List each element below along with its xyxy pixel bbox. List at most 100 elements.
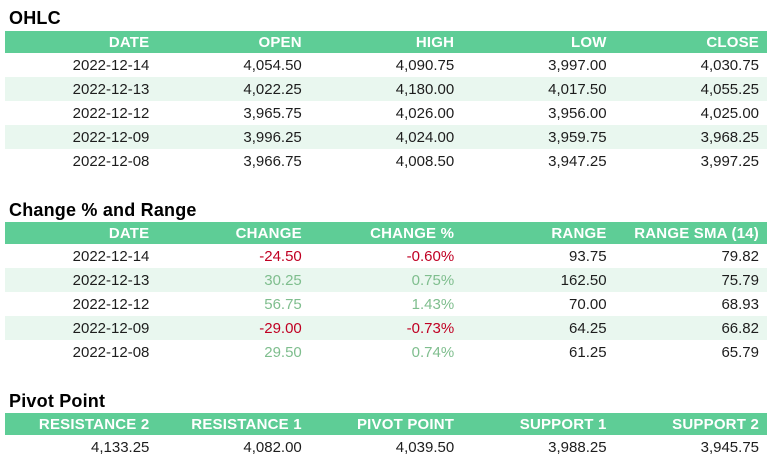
- ohlc-table-body: 2022-12-14 4,054.50 4,090.75 3,997.00 4,030.…: [5, 53, 767, 173]
- table-cell: 4,008.50: [395, 152, 455, 170]
- column-header: RESISTANCE 1: [157, 413, 310, 435]
- table-cell: 4,090.75: [395, 56, 455, 74]
- column-header: RESISTANCE 2: [5, 413, 158, 435]
- table-cell: 2022-12-09: [72, 128, 150, 146]
- change-range-table: DATE CHANGE CHANGE % RANGE RANGE SMA (14) 20…: [5, 222, 767, 364]
- table-cell: 3,997.25: [700, 152, 759, 170]
- table-cell: 4,026.00: [395, 104, 455, 122]
- column-header: CHANGE: [157, 222, 310, 244]
- table-cell: 1.43%: [411, 295, 455, 313]
- table-row: 2022-12-14 4,054.50 4,090.75 3,997.00 4,030.…: [5, 53, 767, 77]
- table-cell: 68.93: [721, 295, 759, 313]
- ohlc-table: DATE OPEN HIGH LOW CLOSE 2022-12-14 4,054.50 4…: [5, 31, 767, 173]
- table-cell: 64.25: [569, 319, 607, 337]
- section-ohlc: OHLC DATE OPEN HIGH LOW CLOSE 2022-12-14 4,05…: [0, 7, 767, 173]
- pivot-point-table-header: RESISTANCE 2 RESISTANCE 1 PIVOT POINT SUPPO…: [5, 413, 767, 435]
- section-title-change-and-range: Change % and Range: [9, 200, 197, 220]
- column-header: CLOSE: [614, 31, 767, 53]
- table-cell: 2022-12-13: [72, 271, 150, 289]
- column-header: RANGE SMA (14): [614, 222, 767, 244]
- table-cell: 4,025.00: [700, 104, 759, 122]
- table-cell: 4,039.50: [395, 438, 455, 456]
- table-cell: 2022-12-14: [72, 56, 150, 74]
- table-row: 2022-12-08 3,966.75 4,008.50 3,947.25 3,997.…: [5, 149, 767, 173]
- section-title-ohlc: OHLC: [9, 8, 61, 28]
- table-cell: 3,966.75: [243, 152, 302, 170]
- table-cell: 4,022.25: [243, 80, 302, 98]
- header-row: RESISTANCE 2 RESISTANCE 1 PIVOT POINT SUPPO…: [5, 413, 767, 435]
- table-cell: 66.82: [721, 319, 759, 337]
- column-header: DATE: [5, 222, 158, 244]
- table-cell: 4,180.00: [395, 80, 455, 98]
- table-cell: 4,133.25: [91, 438, 150, 456]
- table-cell: 162.50: [560, 271, 607, 289]
- table-cell: 4,017.50: [548, 80, 607, 98]
- table-cell: 3,947.25: [548, 152, 607, 170]
- column-header: CHANGE %: [309, 222, 463, 244]
- table-cell: 0.74%: [411, 343, 455, 361]
- table-row: 2022-12-12 56.75 1.43% 70.00 68.93: [5, 292, 767, 316]
- table-cell: 4,082.00: [243, 438, 302, 456]
- table-cell: 3,959.75: [548, 128, 607, 146]
- column-header: SUPPORT 1: [462, 413, 615, 435]
- table-cell: 3,956.00: [548, 104, 607, 122]
- pivot-point-table: RESISTANCE 2 RESISTANCE 1 PIVOT POINT SUPPO…: [5, 413, 767, 459]
- table-row: 2022-12-09 -29.00 -0.73% 64.25 66.82: [5, 316, 767, 340]
- pivot-point-table-body: 4,133.25 4,082.00 4,039.50 3,988.25 3,945.75: [5, 435, 767, 459]
- table-row: 2022-12-09 3,996.25 4,024.00 3,959.75 3,968.…: [5, 125, 767, 149]
- table-cell: 2022-12-14: [72, 247, 150, 265]
- table-cell: 3,988.25: [548, 438, 607, 456]
- table-cell: 93.75: [569, 247, 607, 265]
- column-header: RANGE: [462, 222, 615, 244]
- table-cell: 4,030.75: [700, 56, 759, 74]
- section-pivot-point: Pivot Point RESISTANCE 2 RESISTANCE 1 PIVO…: [0, 390, 767, 459]
- table-cell: 30.25: [264, 271, 302, 289]
- table-cell: 2022-12-08: [72, 152, 150, 170]
- table-cell: 3,968.25: [700, 128, 759, 146]
- table-cell: 2022-12-12: [72, 104, 150, 122]
- table-row: 2022-12-12 3,965.75 4,026.00 3,956.00 4,025.…: [5, 101, 767, 125]
- table-cell: 0.75%: [411, 271, 455, 289]
- table-row: 2022-12-08 29.50 0.74% 61.25 65.79: [5, 340, 767, 364]
- table-cell: -24.50: [259, 247, 302, 265]
- table-cell: 29.50: [264, 343, 302, 361]
- ohlc-table-header: DATE OPEN HIGH LOW CLOSE: [5, 31, 767, 53]
- dashboard: OHLC DATE OPEN HIGH LOW CLOSE 2022-12-14 4,05…: [0, 7, 767, 476]
- table-cell: 2022-12-09: [72, 319, 150, 337]
- header-row: DATE CHANGE CHANGE % RANGE RANGE SMA (14): [5, 222, 767, 244]
- table-cell: 2022-12-08: [72, 343, 150, 361]
- table-row: 4,133.25 4,082.00 4,039.50 3,988.25 3,945.75: [5, 435, 767, 459]
- table-cell: 56.75: [264, 295, 302, 313]
- table-cell: 2022-12-12: [72, 295, 150, 313]
- column-header: HIGH: [309, 31, 463, 53]
- column-header: LOW: [462, 31, 615, 53]
- table-row: 2022-12-13 4,022.25 4,180.00 4,017.50 4,055.…: [5, 77, 767, 101]
- column-header: PIVOT POINT: [309, 413, 463, 435]
- table-cell: 65.79: [721, 343, 759, 361]
- table-cell: -0.60%: [406, 247, 455, 265]
- column-header: SUPPORT 2: [614, 413, 767, 435]
- table-cell: 3,996.25: [243, 128, 302, 146]
- table-cell: 61.25: [569, 343, 607, 361]
- column-header: OPEN: [157, 31, 310, 53]
- table-cell: 4,024.00: [395, 128, 455, 146]
- table-cell: 3,945.75: [700, 438, 759, 456]
- table-cell: 3,965.75: [243, 104, 302, 122]
- change-range-table-body: 2022-12-14 -24.50 -0.60% 93.75 79.82 2022-12-…: [5, 244, 767, 364]
- table-cell: 4,054.50: [243, 56, 302, 74]
- table-cell: 3,997.00: [548, 56, 607, 74]
- table-row: 2022-12-14 -24.50 -0.60% 93.75 79.82: [5, 244, 767, 268]
- table-cell: -29.00: [259, 319, 302, 337]
- table-cell: 2022-12-13: [72, 80, 150, 98]
- table-cell: 79.82: [721, 247, 759, 265]
- change-range-table-header: DATE CHANGE CHANGE % RANGE RANGE SMA (14): [5, 222, 767, 244]
- section-change-and-range: Change % and Range DATE CHANGE CHANGE % RAN…: [0, 199, 767, 364]
- table-cell: 4,055.25: [700, 80, 759, 98]
- section-title-pivot-point: Pivot Point: [9, 391, 106, 411]
- column-header: DATE: [5, 31, 158, 53]
- table-cell: 75.79: [721, 271, 759, 289]
- table-row: 2022-12-13 30.25 0.75% 162.50 75.79: [5, 268, 767, 292]
- table-cell: -0.73%: [406, 319, 455, 337]
- table-cell: 70.00: [569, 295, 607, 313]
- header-row: DATE OPEN HIGH LOW CLOSE: [5, 31, 767, 53]
